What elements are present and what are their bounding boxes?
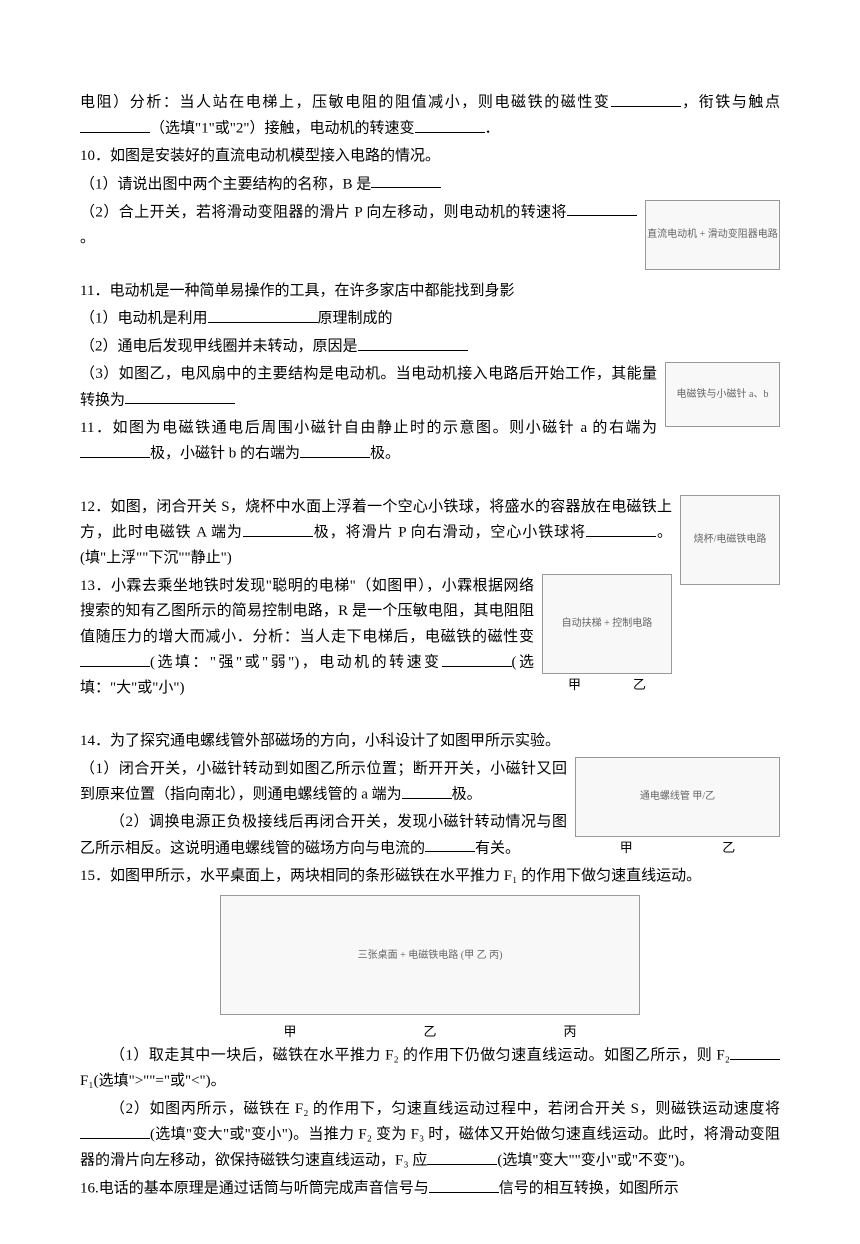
blank[interactable] <box>208 306 318 323</box>
q15-p1b: F₁(选填">""="或"<")。 <box>80 1073 226 1089</box>
q13: 13．小霖去乘坐地铁时发现"聪明的电梯"（如图甲），小霖根据网络搜索的知有乙图所… <box>80 574 780 702</box>
q13-hint1: (选填："强"或"弱")，电动机的转速变 <box>150 655 442 671</box>
q12-mid: 极，将滑片 P 向右滑动，空心小铁球将 <box>313 525 586 541</box>
blank[interactable] <box>586 520 656 537</box>
blank[interactable] <box>402 782 452 799</box>
q15-p2: （2）如图丙所示，磁铁在 F₂ 的作用下，匀速直线运动过程中，若闭合开关 S，则… <box>80 1097 780 1175</box>
q13-stem: 13．小霖去乘坐地铁时发现"聪明的电梯"（如图甲），小霖根据网络搜索的知有乙图所… <box>80 578 534 645</box>
blank[interactable] <box>80 1122 150 1139</box>
figure-q13-wrapper: 自动扶梯 + 控制电路 甲 乙 <box>542 574 672 696</box>
figure-q13-escalator-circuit: 自动扶梯 + 控制电路 <box>542 574 672 674</box>
cap-bing: 丙 <box>563 1021 576 1043</box>
q11-stem: 11．电动机是一种简单易操作的工具，在许多家店中都能找到身影 <box>80 279 780 305</box>
q14-stem: 14．为了探究通电螺线管外部磁场的方向，小科设计了如图甲所示实验。 <box>80 729 780 755</box>
q14-p1b: 极。 <box>452 787 482 803</box>
cap-jia: 甲 <box>620 837 633 859</box>
fig-caption: 通电螺线管 甲/乙 <box>640 788 715 805</box>
q11b-mid: 极，小磁针 b 的右端为 <box>150 446 300 462</box>
q14-p1a: （1）闭合开关，小磁针转动到如图乙所示位置；断开开关，小磁针又回到原来位置（指向… <box>80 761 567 803</box>
blank[interactable] <box>427 1148 497 1165</box>
cap-yi: 乙 <box>722 837 735 859</box>
blank[interactable] <box>358 334 468 351</box>
q15-p2c: (选填"变大""变小"或"不变")。 <box>497 1153 694 1169</box>
blank[interactable] <box>425 836 475 853</box>
q11-p1b: 原理制成的 <box>318 311 393 327</box>
q16-end: 信号的相互转换，如图所示 <box>499 1181 679 1197</box>
fig-caption: 电磁铁与小磁针 a、b <box>677 386 769 403</box>
blank[interactable] <box>80 116 150 133</box>
q15-stem: 15．如图甲所示，水平桌面上，两块相同的条形磁铁在水平推力 F₁ 的作用下做匀速… <box>80 864 780 890</box>
blank[interactable] <box>730 1043 780 1060</box>
q9-mid1: ，衔铁与触点 <box>681 95 780 111</box>
figure-q10-motor-circuit: 直流电动机 + 滑动变阻器电路 <box>645 200 780 270</box>
q12: 12．如图，闭合开关 S，烧杯中水面上浮着一个空心小铁球，将盛水的容器放在电磁铁… <box>80 495 780 572</box>
q16: 16.电话的基本原理是通过话筒与听筒完成声音信号与 信号的相互转换，如图所示 <box>80 1176 780 1202</box>
blank[interactable] <box>567 200 637 217</box>
blank[interactable] <box>80 650 150 667</box>
q15-p1: （1）取走其中一块后，磁铁在水平推力 F₂ 的作用下仍做匀速直线运动。如图乙所示… <box>80 1043 780 1095</box>
blank[interactable] <box>415 116 485 133</box>
q10-p1: （1）请说出图中两个主要结构的名称，B 是 <box>80 172 780 198</box>
q11-p1a: （1）电动机是利用 <box>80 311 208 327</box>
figure-q15-magnets-tables: 三张桌面 + 电磁铁电路 (甲 乙 丙) <box>220 895 640 1015</box>
q11-p2: （2）通电后发现甲线圈并未转动，原因是 <box>80 334 780 360</box>
cap-yi: 乙 <box>423 1021 436 1043</box>
fig-caption: 自动扶梯 + 控制电路 <box>562 615 653 632</box>
fig-q15-captions: 甲 乙 丙 <box>220 1021 640 1043</box>
fig-q13-captions: 甲 乙 <box>542 674 672 696</box>
q15-p1a: （1）取走其中一块后，磁铁在水平推力 F₂ 的作用下仍做匀速直线运动。如图乙所示… <box>110 1048 730 1064</box>
q15-p2a: （2）如图丙所示，磁铁在 F₂ 的作用下，匀速直线运动过程中，若闭合开关 S，则… <box>110 1101 780 1117</box>
q10-p1a: （1）请说出图中两个主要结构的名称，B 是 <box>80 176 371 192</box>
q14-p2b: 有关。 <box>475 840 520 856</box>
figure-q14-solenoid: 通电螺线管 甲/乙 <box>575 757 780 837</box>
q10-p2a: （2）合上开关，若将滑动变阻器的滑片 P 向左移动，则电动机的转速将 <box>80 204 567 220</box>
q11b-stem: 11．如图为电磁铁通电后周围小磁针自由静止时的示意图。则小磁针 a 的右端为 <box>80 420 657 436</box>
cap-jia: 甲 <box>283 1021 296 1043</box>
blank[interactable] <box>80 441 150 458</box>
figure-q15-wrapper: 三张桌面 + 电磁铁电路 (甲 乙 丙) 甲 乙 丙 <box>80 895 780 1043</box>
cap-yi: 乙 <box>633 674 646 696</box>
fig-caption: 直流电动机 + 滑动变阻器电路 <box>647 226 778 243</box>
fig-q14-captions: 甲 乙 <box>575 837 780 859</box>
q16-stem: 16.电话的基本原理是通过话筒与听筒完成声音信号与 <box>80 1181 429 1197</box>
blank[interactable] <box>125 388 235 405</box>
blank[interactable] <box>371 172 441 189</box>
q11-p2a: （2）通电后发现甲线圈并未转动，原因是 <box>80 339 358 355</box>
worksheet-body: 电阻）分析：当人站在电梯上，压敏电阻的阻值减小，则电磁铁的磁性变 ，衔铁与触点 （选… <box>80 90 780 1202</box>
q9-hint: （选填"1"或"2"）接触，电动机的转速变 <box>150 121 415 137</box>
q10-stem: 10．如图是安装好的直流电动机模型接入电路的情况。 <box>80 144 780 170</box>
blank[interactable] <box>300 441 370 458</box>
q11b-end: 极。 <box>370 446 400 462</box>
q9-tail: 电阻）分析：当人站在电梯上，压敏电阻的阻值减小，则电磁铁的磁性变 ，衔铁与触点 （选… <box>80 90 780 142</box>
q10-p2b: 。 <box>80 230 95 246</box>
fig-caption: 烧杯/电磁铁电路 <box>694 531 767 548</box>
blank[interactable] <box>611 90 681 107</box>
q11-p1: （1）电动机是利用 原理制成的 <box>80 306 780 332</box>
blank[interactable] <box>429 1176 499 1193</box>
q9-pre: 电阻）分析：当人站在电梯上，压敏电阻的阻值减小，则电磁铁的磁性变 <box>80 95 611 111</box>
fig-caption: 三张桌面 + 电磁铁电路 (甲 乙 丙) <box>358 947 503 964</box>
figure-q11b-electromagnet-compass: 电磁铁与小磁针 a、b <box>665 362 780 427</box>
q9-end: ． <box>485 121 500 137</box>
figure-q14-wrapper: 通电螺线管 甲/乙 甲 乙 <box>575 757 780 859</box>
cap-jia: 甲 <box>568 674 581 696</box>
figure-q12-beaker-electromagnet: 烧杯/电磁铁电路 <box>680 495 780 585</box>
blank[interactable] <box>243 520 313 537</box>
blank[interactable] <box>442 650 512 667</box>
